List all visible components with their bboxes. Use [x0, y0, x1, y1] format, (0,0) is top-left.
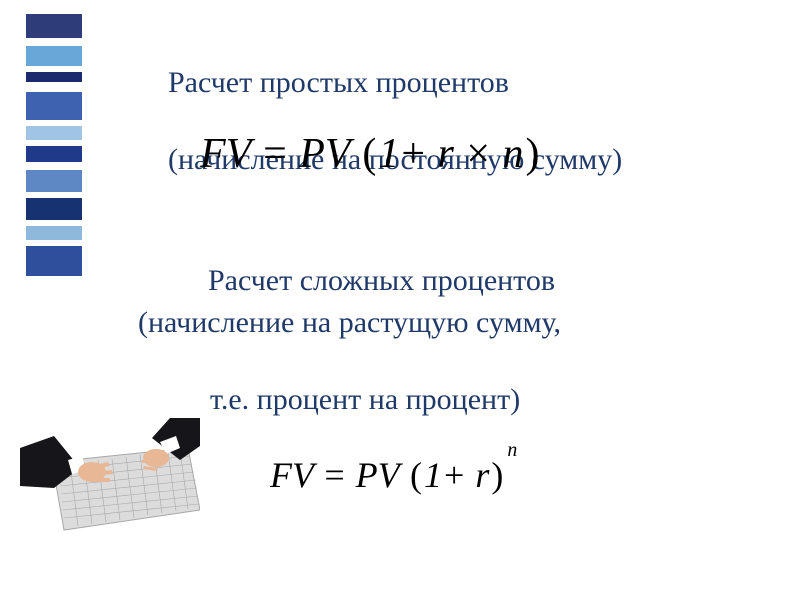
close-paren: ) [524, 131, 542, 177]
equals-sign: = [322, 455, 355, 495]
open-paren: ( [408, 455, 424, 495]
formula-lhs: FV [270, 455, 313, 495]
sidebar-stripe [26, 126, 82, 140]
sidebar-stripe [26, 226, 82, 240]
keyboard-hands-illustration [20, 418, 200, 536]
sidebar-stripe [26, 14, 82, 38]
formula-simple-interest: FV = PV (1+ r × n) [200, 130, 542, 178]
sidebar-stripe [26, 170, 82, 192]
formula-compound-interest: FV = PV (1+ r)n [270, 454, 515, 496]
equals-sign: = [261, 131, 299, 177]
plus-sign: + [442, 455, 466, 495]
formula-one: 1 [424, 455, 442, 495]
close-paren: ) [489, 455, 505, 495]
heading-line: (начисление на растущую сумму, [138, 306, 561, 339]
formula-var: r [438, 131, 454, 177]
open-paren: ( [360, 131, 378, 177]
sidebar-stripe [26, 92, 82, 120]
formula-var: n [503, 131, 524, 177]
formula-var: PV [299, 131, 350, 177]
sidebar-stripe [26, 38, 82, 46]
right-hand [143, 449, 169, 467]
heading-line: Расчет простых процентов [168, 66, 509, 99]
formula-var: r [475, 455, 489, 495]
heading-line: т.е. процент на процент) [138, 383, 520, 416]
plus-sign: + [399, 131, 427, 177]
slide: Расчет простых процентов (начисление на … [0, 0, 800, 600]
formula-var: PV [356, 455, 399, 495]
sidebar-stripe [26, 0, 82, 14]
decorative-sidebar [26, 0, 82, 295]
sidebar-stripe [26, 82, 82, 92]
sidebar-stripe [26, 72, 82, 82]
formula-lhs: FV [200, 131, 251, 177]
sidebar-stripe [26, 146, 82, 162]
sidebar-stripe [26, 246, 82, 276]
heading-simple-interest: Расчет простых процентов (начисление на … [138, 26, 622, 218]
sidebar-stripe [26, 198, 82, 220]
times-sign: × [464, 131, 492, 177]
formula-exponent: n [507, 439, 517, 461]
right-fingers [142, 452, 159, 471]
keyboard-svg [20, 418, 200, 536]
formula-one: 1 [378, 131, 399, 177]
sidebar-stripe [26, 162, 82, 170]
sidebar-stripe [26, 276, 82, 295]
sidebar-stripe [26, 46, 82, 66]
